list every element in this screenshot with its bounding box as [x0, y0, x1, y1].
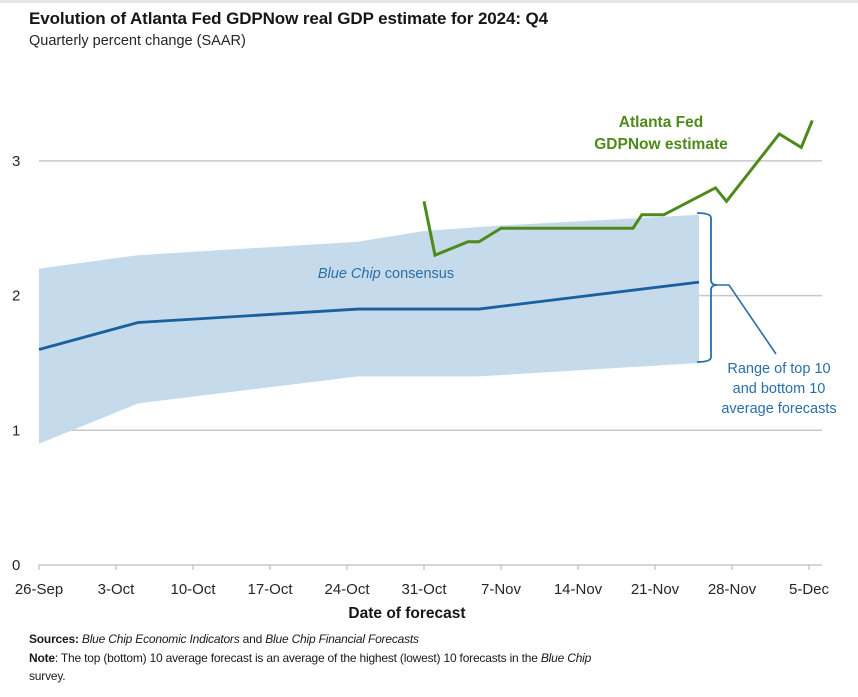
gdpnow-label-line2: GDPNow estimate — [594, 136, 728, 153]
y-tick-label: 0 — [12, 557, 20, 574]
y-tick-label: 1 — [12, 422, 20, 439]
x-axis-label: Date of forecast — [348, 605, 465, 622]
footer-sources: Sources: Blue Chip Economic Indicators a… — [29, 632, 419, 646]
range-label-line3: average forecasts — [721, 401, 836, 417]
footer-note-end: survey. — [29, 669, 66, 683]
note-label: Note — [29, 651, 55, 665]
x-tick-label: 31-Oct — [401, 581, 447, 598]
y-tick-label: 3 — [12, 153, 20, 170]
x-tick-label: 21-Nov — [631, 581, 680, 598]
bluechip-label-italic: Blue Chip — [318, 266, 381, 282]
y-tick-labels: 0 1 2 3 — [12, 153, 20, 574]
x-tick-labels: 26-Sep 3-Oct 10-Oct 17-Oct 24-Oct 31-Oct 7-Nov… — [15, 581, 830, 598]
range-bracket — [696, 212, 718, 363]
x-tick-label: 17-Oct — [247, 581, 293, 598]
range-label-line1: Range of top 10 — [727, 361, 830, 377]
bluechip-label: Blue Chip consensus — [318, 266, 454, 282]
x-tick-label: 14-Nov — [554, 581, 603, 598]
chart-subtitle: Quarterly percent change (SAAR) — [29, 33, 246, 49]
x-tick-label: 10-Oct — [170, 581, 216, 598]
sources-italic-2: Blue Chip Financial Forecasts — [265, 632, 419, 646]
range-leader-line — [717, 284, 777, 355]
x-tick-label: 5-Dec — [789, 581, 830, 598]
x-tick-label: 3-Oct — [98, 581, 136, 598]
x-tick-label: 7-Nov — [481, 581, 522, 598]
gdpnow-label-line1: Atlanta Fed — [619, 114, 703, 131]
series-lines — [38, 119, 814, 351]
x-tick-label: 24-Oct — [324, 581, 370, 598]
sources-label: Sources: — [29, 632, 79, 646]
bluechip-label-rest: consensus — [381, 266, 454, 282]
chart-title: Evolution of Atlanta Fed GDPNow real GDP… — [29, 9, 549, 28]
x-axis — [38, 564, 822, 570]
range-band — [39, 214, 699, 444]
top-border — [0, 0, 858, 3]
range-band-area — [39, 214, 699, 444]
footer-note: Note: The top (bottom) 10 average foreca… — [29, 651, 591, 665]
sources-mid: and — [239, 632, 266, 646]
note-italic: Blue Chip — [540, 651, 592, 665]
y-tick-label: 2 — [12, 288, 20, 305]
x-tick-label: 28-Nov — [708, 581, 757, 598]
x-tick-label: 26-Sep — [15, 581, 63, 598]
sources-italic-1: Blue Chip Economic Indicators — [81, 632, 240, 646]
gdpnow-line — [422, 119, 814, 258]
range-label-line2: and bottom 10 — [733, 381, 826, 397]
note-text: : The top (bottom) 10 average forecast i… — [54, 651, 541, 665]
